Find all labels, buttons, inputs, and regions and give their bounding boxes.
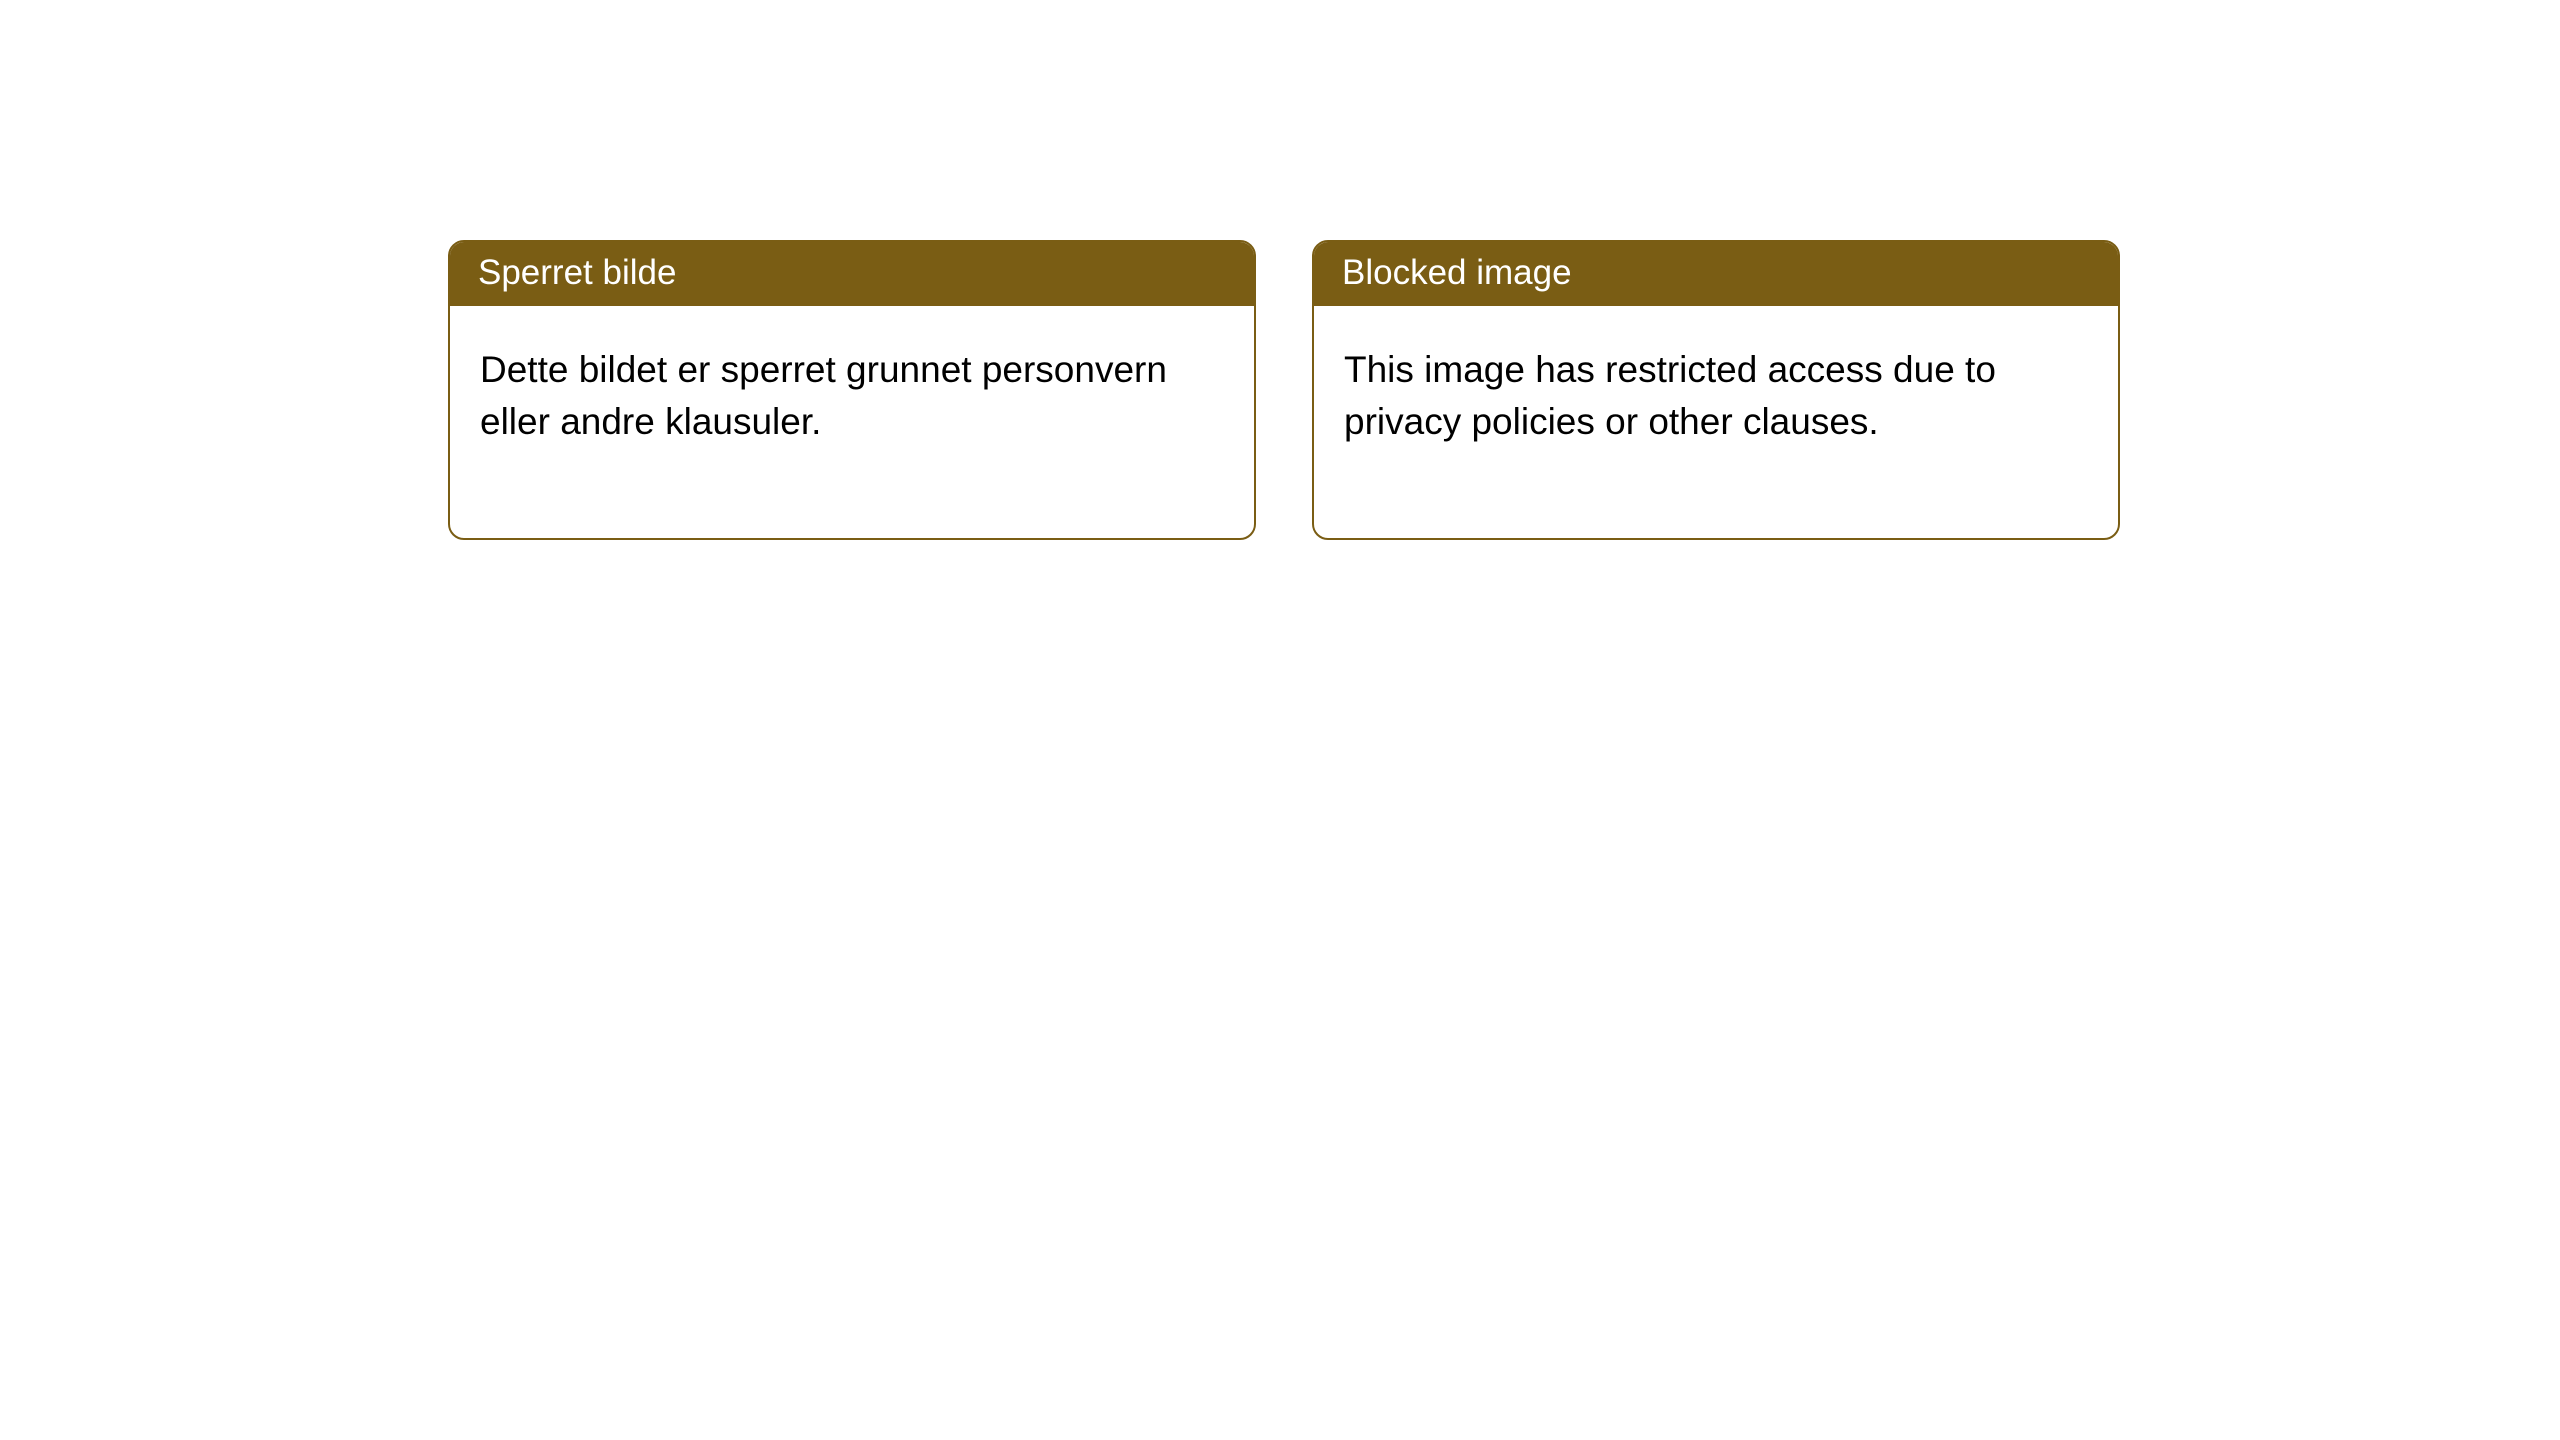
notice-card-norwegian: Sperret bilde Dette bildet er sperret gr… xyxy=(448,240,1256,540)
notice-card-english: Blocked image This image has restricted … xyxy=(1312,240,2120,540)
notice-body: This image has restricted access due to … xyxy=(1314,306,2118,538)
notice-header: Sperret bilde xyxy=(450,242,1254,306)
notice-header: Blocked image xyxy=(1314,242,2118,306)
notice-body: Dette bildet er sperret grunnet personve… xyxy=(450,306,1254,538)
notice-container: Sperret bilde Dette bildet er sperret gr… xyxy=(0,0,2560,540)
